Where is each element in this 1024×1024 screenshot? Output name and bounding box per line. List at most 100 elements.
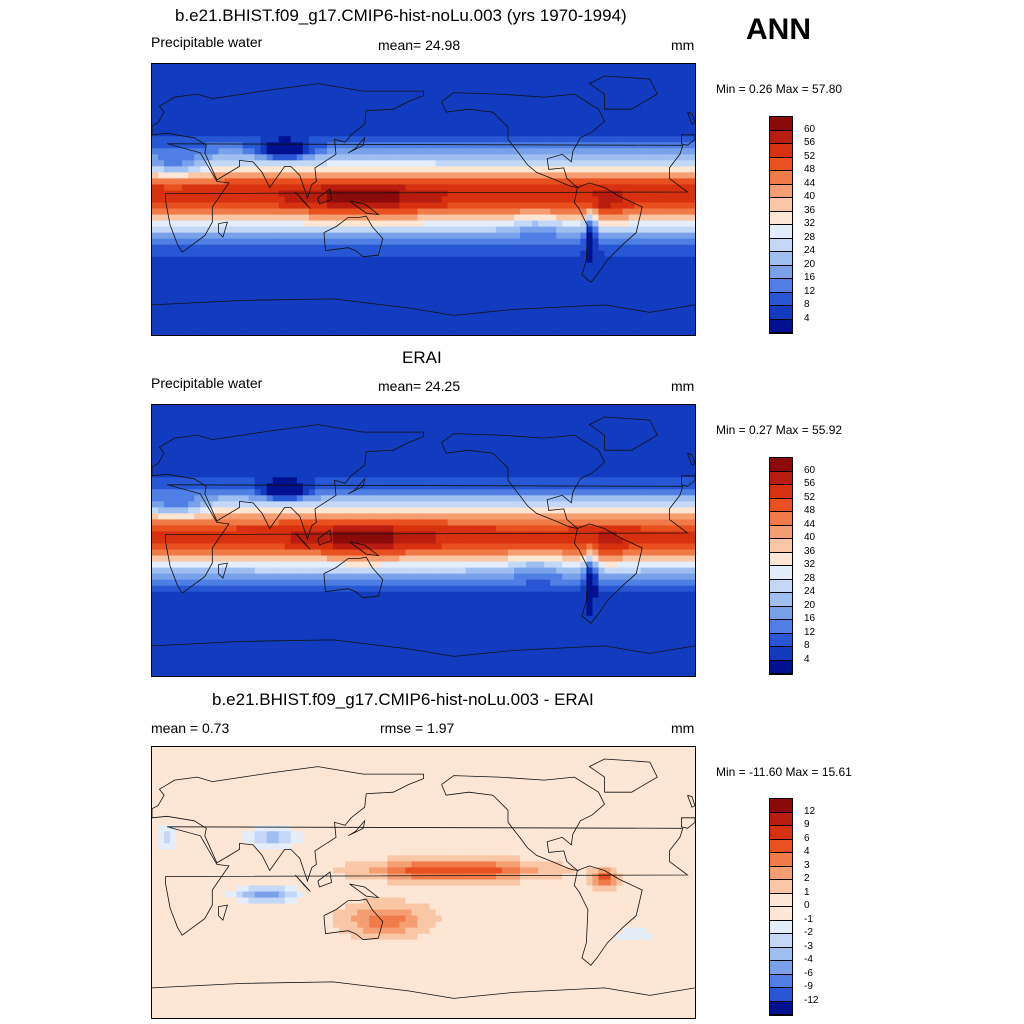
field-cell <box>507 256 515 264</box>
field-cell <box>465 435 473 442</box>
field-cell <box>411 447 419 454</box>
field-cell <box>664 322 672 330</box>
field-cell <box>634 280 642 288</box>
field-cell <box>333 274 340 282</box>
field-cell <box>507 76 515 83</box>
field-cell <box>429 405 437 412</box>
field-cell <box>441 286 449 294</box>
field-cell <box>212 417 219 424</box>
field-cell <box>387 238 394 246</box>
field-cell <box>532 232 539 240</box>
field-cell <box>586 172 594 180</box>
field-cell <box>676 262 684 270</box>
field-cell <box>188 232 195 240</box>
field-cell <box>538 238 545 246</box>
field-cell <box>634 166 642 173</box>
field-cell <box>574 112 581 119</box>
field-cell <box>604 118 612 125</box>
field-cell <box>664 423 672 430</box>
field-cell <box>170 459 177 466</box>
field-cell <box>580 262 587 270</box>
field-cell <box>266 76 274 83</box>
field-cell <box>477 417 485 424</box>
field-cell <box>622 441 630 448</box>
field-cell <box>218 292 225 300</box>
field-cell <box>194 262 201 270</box>
field-cell <box>604 232 612 240</box>
field-cell <box>520 411 527 418</box>
field-cell <box>290 196 298 204</box>
field-cell <box>314 100 322 107</box>
field-cell <box>182 100 189 107</box>
field-cell <box>544 70 551 77</box>
field-cell <box>544 112 551 119</box>
field-cell <box>622 256 630 264</box>
field-cell <box>206 405 213 412</box>
field-cell <box>489 441 497 448</box>
field-cell <box>170 292 177 300</box>
field-cell <box>375 459 382 466</box>
field-cell <box>520 178 527 186</box>
field-cell <box>532 280 539 288</box>
field-cell <box>182 405 189 412</box>
field-cell <box>248 106 256 113</box>
field-cell <box>411 94 419 101</box>
field-cell <box>465 70 473 77</box>
field-cell <box>206 316 213 324</box>
field-cell <box>670 118 678 125</box>
field-cell <box>544 429 551 436</box>
field-cell <box>236 112 244 119</box>
field-cell <box>278 244 286 252</box>
field-cell <box>164 100 171 107</box>
field-cell <box>447 417 455 424</box>
field-cell <box>393 226 400 234</box>
field-cell <box>682 106 690 113</box>
field-cell <box>465 202 473 210</box>
field-cell <box>495 274 503 282</box>
panel-2-units-label: mm <box>671 378 695 394</box>
field-cell <box>682 184 690 192</box>
field-cell <box>212 166 219 173</box>
field-cell <box>640 112 648 119</box>
field-cell <box>592 435 600 442</box>
field-cell <box>538 106 545 113</box>
field-cell <box>471 94 479 101</box>
field-cell <box>399 310 406 318</box>
field-cell <box>284 82 292 89</box>
colorbar-segment <box>770 306 792 320</box>
field-cell <box>489 274 497 282</box>
field-cell <box>526 286 533 294</box>
field-cell <box>339 118 346 125</box>
field-cell <box>489 447 497 454</box>
field-cell <box>176 136 183 143</box>
field-cell <box>260 423 268 430</box>
field-cell <box>634 178 642 186</box>
field-cell <box>170 202 177 210</box>
field-cell <box>676 220 684 228</box>
field-cell <box>477 148 485 155</box>
field-cell <box>417 447 425 454</box>
field-cell <box>284 178 292 186</box>
field-cell <box>423 196 431 204</box>
field-cell <box>664 124 672 131</box>
field-cell <box>314 130 322 137</box>
field-cell <box>236 76 244 83</box>
field-cell <box>266 238 274 246</box>
field-cell <box>345 405 352 412</box>
field-cell <box>188 220 195 228</box>
field-cell <box>375 268 382 276</box>
field-cell <box>296 292 304 300</box>
field-cell <box>345 447 352 454</box>
field-cell <box>495 106 503 113</box>
field-cell <box>526 453 533 460</box>
field-cell <box>507 142 515 149</box>
field-cell <box>604 94 612 101</box>
field-cell <box>435 447 443 454</box>
field-cell <box>224 292 232 300</box>
field-cell <box>447 298 455 306</box>
field-cell <box>586 196 594 204</box>
field-cell <box>381 76 388 83</box>
field-cell <box>417 94 425 101</box>
field-cell <box>489 94 497 101</box>
field-cell <box>580 280 587 288</box>
